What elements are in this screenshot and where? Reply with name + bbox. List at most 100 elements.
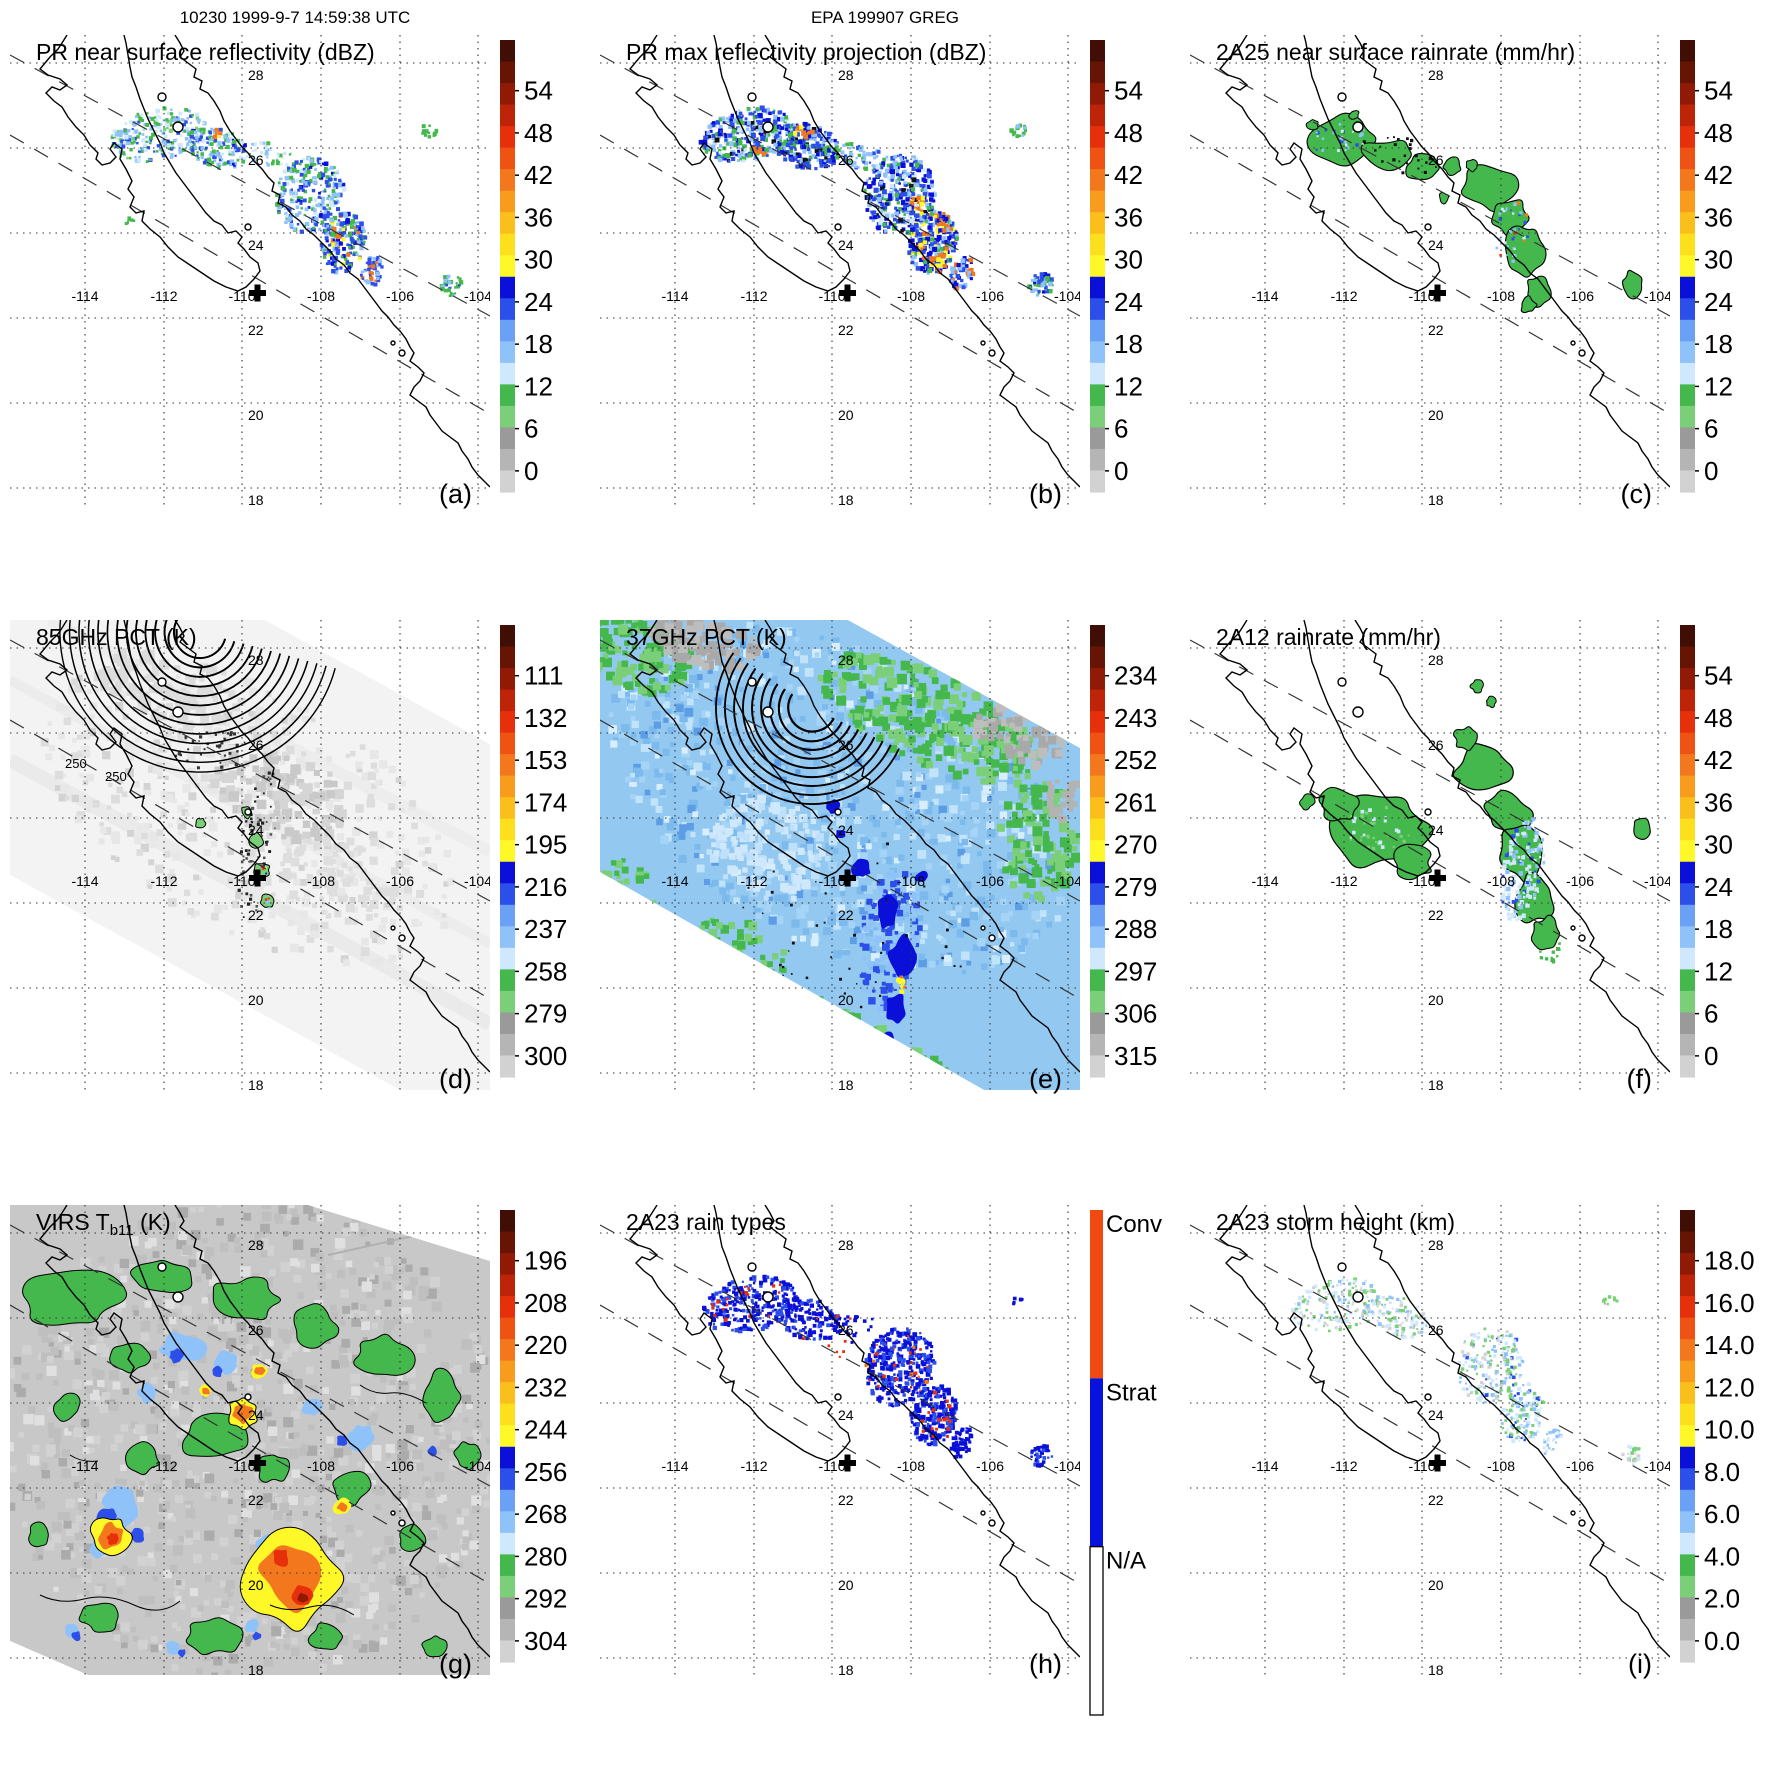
panel-title: PR max reflectivity projection (dBZ) <box>626 39 986 65</box>
colorbar-label: 208 <box>524 1288 567 1318</box>
panel-i: -114 -112 -110 -108 -106 -104 28 26 24 22 20 18 2A23… <box>1180 1170 1770 1755</box>
colorbar-label: 24 <box>524 287 553 317</box>
coastline <box>1218 35 1670 488</box>
colorbar-label: 6.0 <box>1704 1499 1740 1529</box>
colorbar-label: 300 <box>524 1041 567 1071</box>
colorbar-label: N/A <box>1106 1548 1146 1575</box>
colorbar-label: 132 <box>524 703 567 733</box>
colorbar-label: 30 <box>1704 830 1733 860</box>
map: -114 -112 -110 -108 -106 -1042826242220182A23… <box>1190 1205 1670 1679</box>
colorbar-label: 153 <box>524 745 567 775</box>
data-speckles <box>185 127 247 170</box>
data-speckles <box>279 837 400 925</box>
panel-letter: (e) <box>1029 1064 1062 1094</box>
colorbar-label: 279 <box>524 999 567 1029</box>
contour-value-label: 250 <box>65 756 87 771</box>
data-speckles <box>742 842 962 1009</box>
colorbar-a: 54 48 42 36 30 24 18 12 6 0 <box>500 40 553 493</box>
coastline <box>628 1205 1080 1658</box>
grid-lines <box>1190 35 1670 505</box>
data-speckles <box>10 1205 490 1675</box>
data-speckles <box>832 1315 890 1345</box>
colorbar-label: 0 <box>1114 456 1128 486</box>
svg-text:-108: -108 <box>897 288 925 304</box>
data-speckles <box>1012 1296 1024 1306</box>
storm-center-marker <box>1429 869 1446 887</box>
pct-contour-rings <box>59 620 336 773</box>
colorbar-label: 12 <box>524 371 553 401</box>
storm-center-marker <box>249 869 266 887</box>
data-speckles <box>711 1283 782 1322</box>
panel-f-plot: -114 -112 -110 -108 -106 -1042826242220182A12… <box>1190 620 1733 1094</box>
colorbar-label: 304 <box>524 1626 567 1656</box>
colorbar-label: 30 <box>1704 245 1733 275</box>
data-speckles <box>1542 1428 1563 1455</box>
data-speckles <box>920 1390 952 1438</box>
svg-text:-108: -108 <box>1487 288 1515 304</box>
panel-title: 2A23 storm height (km) <box>1216 1209 1455 1235</box>
colorbar-label: 237 <box>524 914 567 944</box>
svg-text:-114: -114 <box>1252 288 1279 304</box>
coastline <box>628 620 1080 1073</box>
data-speckles <box>1500 817 1546 922</box>
storm-center-marker <box>249 1454 266 1472</box>
colorbar-label: 0 <box>1704 1041 1718 1071</box>
storm-center-marker <box>839 284 856 302</box>
colorbar-label: 234 <box>1114 661 1157 691</box>
storm-center-marker <box>1429 284 1446 302</box>
swath-edge-lines <box>10 1224 490 1585</box>
data-speckles <box>275 155 347 234</box>
colorbar-label: 279 <box>1114 872 1157 902</box>
grid-lines <box>600 35 1080 505</box>
data-speckles <box>775 1296 841 1341</box>
svg-text:28: 28 <box>248 67 264 83</box>
colorbar-label: 36 <box>1114 202 1143 232</box>
colorbar-label: 0 <box>1704 456 1718 486</box>
svg-text:20: 20 <box>838 407 854 423</box>
colorbar-h: Conv Strat N/A <box>1089 1210 1162 1716</box>
colorbar-d: 111 132 153 174 195 216 237 258 279 300 <box>500 625 567 1078</box>
data-speckles <box>896 975 907 994</box>
svg-text:22: 22 <box>248 907 264 923</box>
colorbar-label: 268 <box>524 1499 567 1529</box>
colorbar-label: 24 <box>1114 287 1143 317</box>
colorbar-b: 54 48 42 36 30 24 18 12 6 0 <box>1090 40 1143 493</box>
grid-lines <box>10 1205 490 1675</box>
colorbar-label: 243 <box>1114 703 1157 733</box>
swath-edge-lines <box>1190 54 1670 415</box>
panel-letter: (a) <box>439 479 472 509</box>
colorbar-label: 42 <box>524 160 553 190</box>
data-speckles <box>360 255 384 287</box>
svg-text:18: 18 <box>248 1077 264 1093</box>
map: -114 -112 -110 -108 -106 -1042826242220182A23… <box>600 1205 1080 1679</box>
data-speckles <box>1030 1444 1054 1468</box>
panel-letter: (i) <box>1628 1649 1652 1679</box>
svg-text:20: 20 <box>248 992 264 1008</box>
colorbar-label: 216 <box>524 872 567 902</box>
svg-text:28: 28 <box>838 67 854 83</box>
svg-text:18: 18 <box>1428 492 1444 508</box>
data-speckles <box>1621 1444 1641 1466</box>
colorbar-label: 16.0 <box>1704 1288 1755 1318</box>
panel-letter: (c) <box>1621 479 1652 509</box>
panel-a: -114 -112 -110 -108 -106 -104 28 26 24 22 20 18 PR n… <box>0 0 590 585</box>
colorbar-e: 234 243 252 261 270 279 288 297 306 315 <box>1090 625 1157 1078</box>
data-speckles <box>124 216 136 225</box>
panel-b-plot: -114 -112 -110 -108 -106 -104 28 26 24 22 20 18 PR m… <box>600 35 1143 509</box>
colorbar-label: 48 <box>1704 118 1733 148</box>
svg-text:-110: -110 <box>1409 288 1436 304</box>
map: -114 -112 -110 -108 -106 -104 28 26 24 22 20 18 2A25… <box>1190 35 1670 509</box>
data-overlay <box>1299 679 1651 964</box>
data-speckles <box>647 620 761 675</box>
storm-center-marker <box>249 284 266 302</box>
panel-title: 2A12 rainrate (mm/hr) <box>1216 624 1441 650</box>
svg-text:-114: -114 <box>72 288 99 304</box>
colorbar-label: 6 <box>1704 999 1718 1029</box>
data-speckles <box>907 209 959 275</box>
colorbar-label: 18 <box>1114 329 1143 359</box>
panel-b: -114 -112 -110 -108 -106 -104 28 26 24 22 20 18 PR m… <box>590 0 1180 585</box>
data-speckles <box>709 794 831 902</box>
